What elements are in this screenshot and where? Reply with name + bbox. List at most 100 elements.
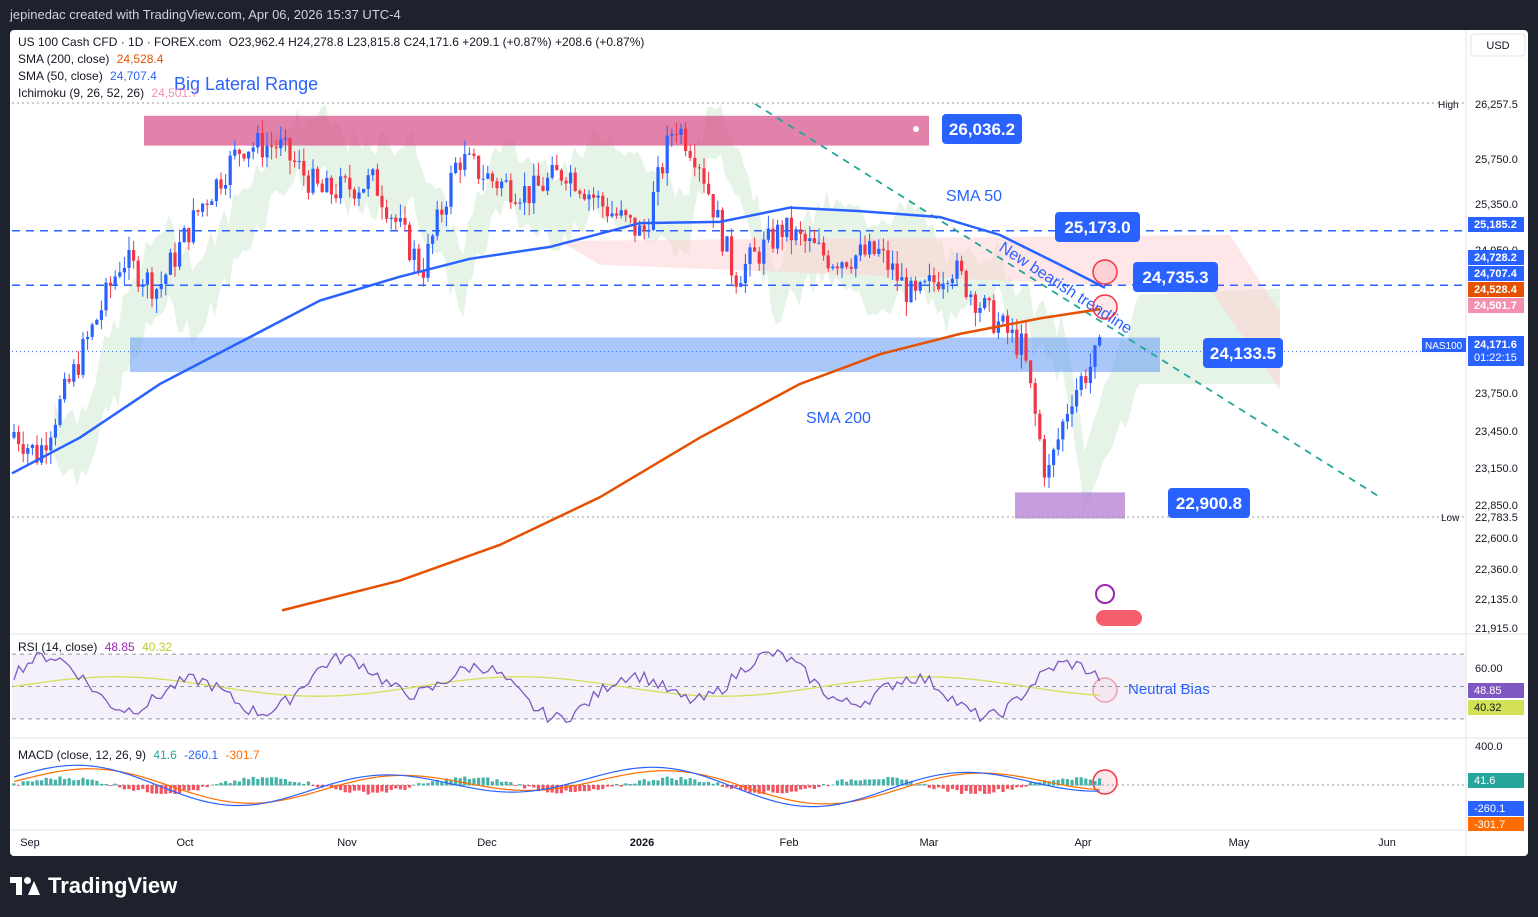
rsi-ma-label: 40.32	[1474, 702, 1502, 714]
highlight-circle-0	[1092, 259, 1118, 285]
candle-body	[366, 175, 370, 190]
candle-body	[730, 236, 734, 276]
candle-body	[969, 294, 973, 297]
candle-body	[72, 364, 76, 382]
macd-hist-bar	[725, 785, 729, 788]
macd-tick-400: 400.0	[1475, 741, 1503, 753]
candle-body	[219, 179, 223, 189]
macd-hist-bar	[306, 781, 310, 786]
macd-hist-bar	[978, 785, 982, 792]
macd-hist-bar	[716, 782, 720, 786]
flags-icon	[1096, 610, 1142, 626]
macd-hist-bar	[969, 785, 973, 794]
macd-hist-bar	[53, 779, 57, 786]
candle-body	[789, 217, 793, 241]
candle-body	[339, 176, 343, 199]
macd-hist-bar	[1065, 779, 1069, 786]
candle-body	[58, 399, 62, 425]
callout-label-1: 25,173.0	[1064, 218, 1130, 237]
candle-body	[1001, 315, 1005, 322]
macd-hist-bar	[642, 779, 646, 786]
candle-body	[578, 190, 582, 194]
macd-hist-bar	[265, 777, 269, 786]
macd-hist-bar	[789, 785, 793, 792]
candle-body	[950, 278, 954, 284]
macd-hist-bar	[403, 785, 407, 790]
macd-hist-bar	[145, 785, 149, 793]
candle-body	[881, 248, 885, 251]
ichimoku-cloud	[54, 104, 1280, 513]
macd-hist-bar	[95, 780, 99, 786]
legend-symbol[interactable]: US 100 Cash CFD · 1D · FOREX.com O23,962…	[18, 35, 644, 49]
macd-hist-bar	[812, 785, 816, 789]
macd-hist-bar	[1079, 777, 1083, 786]
candles	[12, 120, 1102, 489]
candle-body	[380, 195, 384, 208]
macd-hist-bar	[67, 778, 71, 786]
macd-hist-bar	[941, 785, 945, 789]
sma200-legend-value: 24,528.4	[116, 52, 164, 66]
candle-body	[835, 266, 839, 269]
candle-body	[826, 255, 830, 269]
price-tick-1: 25,350.0	[1475, 199, 1518, 211]
legend-ichimoku[interactable]: Ichimoku (9, 26, 52, 26) 24,501.7	[18, 86, 198, 100]
candle-body	[21, 444, 25, 454]
macd-hist-bar	[817, 785, 821, 788]
candle-body	[385, 207, 389, 219]
candle-body	[946, 283, 950, 285]
macd-hist-bar	[187, 785, 191, 791]
macd-hist-bar	[366, 785, 370, 795]
macd-hist-bar	[854, 780, 858, 786]
macd-hist-bar	[656, 780, 660, 786]
brand-text: TradingView	[48, 873, 178, 898]
time-label-2026: 2026	[630, 837, 654, 849]
candle-body	[877, 248, 881, 254]
macd-hist-bar	[509, 782, 513, 786]
macd-hist-bar	[242, 777, 246, 786]
macd-legend-label: MACD (close, 12, 26, 9)	[18, 748, 147, 762]
macd-hist-bar	[684, 779, 688, 786]
candle-body	[67, 378, 71, 382]
candle-body	[753, 247, 757, 252]
candle-body	[638, 225, 642, 236]
candle-body	[748, 247, 752, 264]
candle-body	[661, 167, 665, 174]
legend-rsi[interactable]: RSI (14, close) 48.85 40.32	[18, 640, 172, 654]
candle-body	[854, 255, 858, 269]
candle-body	[886, 250, 890, 270]
highlight-circle-3	[1092, 769, 1118, 795]
macd-hist-bar	[1015, 785, 1019, 788]
candle-body	[49, 437, 53, 451]
macd-hist-bar	[159, 785, 163, 794]
candle-body	[509, 180, 513, 203]
macd-hist-bar	[201, 785, 205, 787]
zones	[130, 115, 1160, 519]
legend-sma50[interactable]: SMA (50, close) 24,707.4	[18, 69, 157, 83]
legend-macd[interactable]: MACD (close, 12, 26, 9) 41.6 -260.1 -301…	[18, 748, 260, 762]
time-label-apr: Apr	[1074, 837, 1091, 849]
macd-hist-bar	[380, 785, 384, 792]
top-bar: jepinedac created with TradingView.com, …	[0, 0, 1538, 30]
time-label-nov: Nov	[337, 837, 357, 849]
candle-body	[780, 224, 784, 238]
high-label: High	[1438, 100, 1459, 111]
candle-body	[1079, 376, 1083, 390]
macd-hist-bar	[490, 781, 494, 786]
macd-hist-bar	[431, 781, 435, 786]
candle-body	[398, 217, 402, 222]
symbol-badge	[1422, 338, 1466, 352]
macd-hist-bar	[863, 779, 867, 786]
range-title: Big Lateral Range	[174, 74, 318, 94]
candle-body	[1065, 414, 1069, 422]
candle-body	[357, 192, 361, 199]
candle-body	[486, 173, 490, 179]
candle-body	[316, 168, 320, 184]
candle-body	[757, 251, 761, 264]
price-tick-5: 23,150.0	[1475, 463, 1518, 475]
legend-sma200[interactable]: SMA (200, close) 24,528.4	[18, 52, 163, 66]
rsi-line	[13, 649, 1101, 724]
lightning-icon	[1095, 584, 1115, 604]
macd-hist-bar	[826, 785, 830, 787]
footer-brand[interactable]: TradingView	[10, 873, 177, 899]
